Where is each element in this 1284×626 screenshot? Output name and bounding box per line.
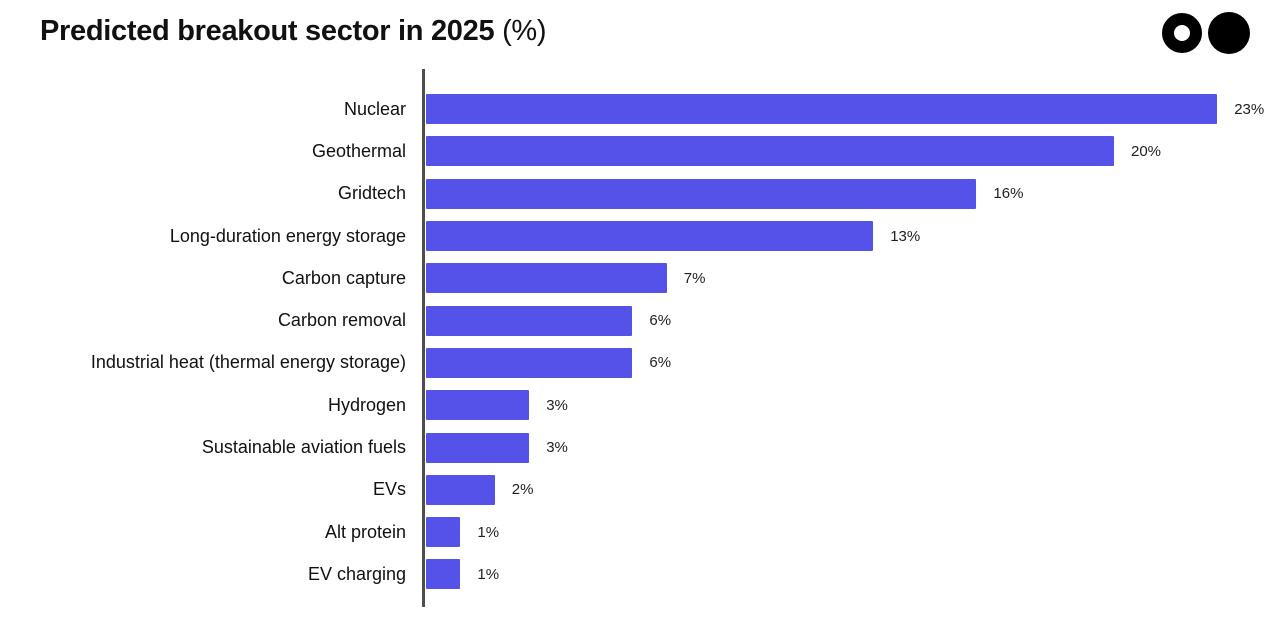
bar — [426, 517, 461, 548]
value-label: 13% — [890, 227, 921, 245]
category-label: Gridtech — [337, 183, 406, 204]
bar-area: 2% — [426, 469, 533, 511]
category-label: Hydrogen — [327, 394, 406, 415]
value-label: 6% — [649, 312, 672, 330]
bar-area: 6% — [426, 342, 671, 384]
bar — [426, 432, 530, 463]
category-label: Carbon removal — [277, 310, 406, 331]
bar-row: Carbon removal 6% — [0, 299, 1284, 341]
bar-area: 16% — [426, 173, 1023, 215]
bar — [426, 305, 633, 336]
category-label: Nuclear — [343, 98, 406, 119]
value-label: 7% — [683, 269, 706, 287]
logo-ring-circle-icon — [1162, 13, 1202, 53]
value-label: 23% — [1234, 100, 1265, 118]
bar-row: EV charging 1% — [0, 553, 1284, 595]
bar-area: 6% — [426, 299, 671, 341]
category-label: Sustainable aviation fuels — [201, 437, 406, 458]
chart-header: Predicted breakout sector in 2025 (%) — [0, 0, 1284, 64]
category-label: EVs — [372, 479, 406, 500]
value-label: 6% — [649, 354, 672, 372]
bar-area: 7% — [426, 257, 705, 299]
bar — [426, 94, 1218, 125]
bar — [426, 178, 977, 209]
bar-rows: Nuclear 23% Geothermal 20% Gridtech 16% Long-d… — [0, 88, 1284, 596]
page-title-unit: (%) — [502, 15, 547, 47]
category-label: EV charging — [307, 563, 406, 584]
page-title: Predicted breakout sector in 2025 (%) — [40, 12, 547, 50]
bar-row: EVs 2% — [0, 469, 1284, 511]
bar-row: Geothermal 20% — [0, 130, 1284, 172]
y-axis-line — [422, 69, 425, 607]
bar — [426, 221, 874, 252]
bar-area: 3% — [426, 426, 568, 468]
value-label: 3% — [546, 396, 568, 414]
bar-row: Carbon capture 7% — [0, 257, 1284, 299]
value-label: 20% — [1131, 142, 1162, 160]
bar — [426, 474, 495, 505]
value-label: 1% — [477, 565, 500, 583]
bar-row: Industrial heat (thermal energy storage)… — [0, 342, 1284, 384]
bar-row: Nuclear 23% — [0, 88, 1284, 130]
value-label: 16% — [993, 185, 1024, 203]
category-label: Carbon capture — [281, 267, 406, 288]
value-label: 3% — [546, 439, 568, 457]
value-label: 1% — [477, 523, 500, 541]
bar-row: Alt protein 1% — [0, 511, 1284, 553]
category-label: Long-duration energy storage — [169, 225, 406, 246]
bar-row: Long-duration energy storage 13% — [0, 215, 1284, 257]
bar-area: 1% — [426, 511, 499, 553]
bar — [426, 347, 633, 378]
bar — [426, 263, 667, 294]
bar-area: 20% — [426, 130, 1161, 172]
value-label: 2% — [511, 481, 534, 499]
logo-solid-circle-icon — [1208, 12, 1250, 54]
page-title-main: Predicted breakout sector in 2025 — [40, 15, 495, 47]
bar-area: 23% — [426, 88, 1264, 130]
bar-area: 3% — [426, 384, 568, 426]
bar-row: Sustainable aviation fuels 3% — [0, 426, 1284, 468]
category-label: Geothermal — [311, 140, 406, 161]
bar — [426, 390, 530, 421]
bar — [426, 136, 1114, 167]
logo — [1162, 12, 1250, 54]
category-label: Industrial heat (thermal energy storage) — [90, 352, 406, 373]
bar — [426, 559, 461, 590]
category-label: Alt protein — [324, 521, 406, 542]
bar-row: Hydrogen 3% — [0, 384, 1284, 426]
bar-area: 13% — [426, 215, 920, 257]
bar-area: 1% — [426, 553, 499, 595]
bar-row: Gridtech 16% — [0, 173, 1284, 215]
